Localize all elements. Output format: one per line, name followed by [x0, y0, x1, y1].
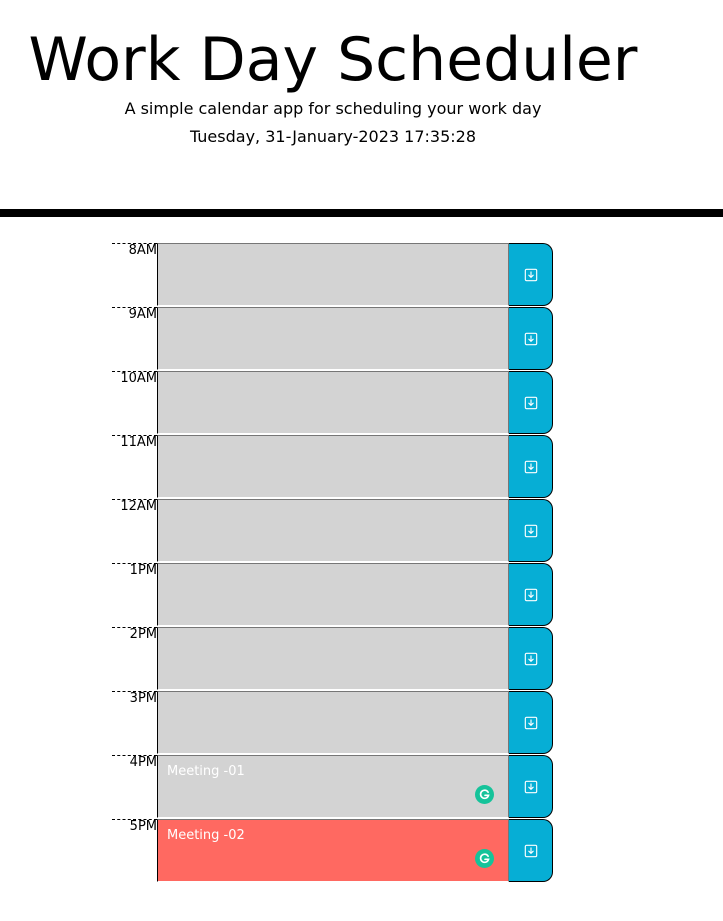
hour-label: 5PM: [112, 819, 157, 883]
event-description-input[interactable]: [157, 435, 509, 498]
hour-label: 9AM: [112, 307, 157, 371]
header: Work Day Scheduler A simple calendar app…: [0, 0, 723, 210]
page-title: Work Day Scheduler: [28, 25, 638, 95]
save-icon: [524, 268, 537, 281]
event-description-input[interactable]: [157, 371, 509, 434]
event-description-input[interactable]: [157, 243, 509, 306]
save-button[interactable]: [509, 243, 553, 306]
hour-label: 10AM: [112, 371, 157, 435]
event-description-input[interactable]: [157, 627, 509, 690]
save-button[interactable]: [509, 819, 553, 882]
time-block: 9AM: [0, 307, 723, 371]
save-icon: [524, 396, 537, 409]
save-icon: [524, 332, 537, 345]
time-block: 8AM: [0, 243, 723, 307]
save-button[interactable]: [509, 691, 553, 754]
header-divider: [0, 209, 723, 217]
save-button[interactable]: [509, 435, 553, 498]
event-description-input[interactable]: [157, 563, 509, 626]
event-description-input[interactable]: Meeting -01: [157, 755, 509, 818]
schedule: 8AM 9AM 10AM 11AM 12AM 1PM 2PM 3PM 4PM Meeting -0…: [0, 243, 723, 883]
hour-label: 1PM: [112, 563, 157, 627]
time-block: 4PM Meeting -01: [0, 755, 723, 819]
time-block: 5PM Meeting -02: [0, 819, 723, 883]
current-day: Tuesday, 31-January-2023 17:35:28: [189, 127, 477, 146]
time-block: 2PM: [0, 627, 723, 691]
save-button[interactable]: [509, 755, 553, 818]
time-block: 3PM: [0, 691, 723, 755]
save-button[interactable]: [509, 563, 553, 626]
save-icon: [524, 524, 537, 537]
page-subtitle: A simple calendar app for scheduling you…: [124, 99, 542, 118]
event-description-input[interactable]: [157, 691, 509, 754]
grammarly-icon[interactable]: [475, 849, 494, 868]
grammarly-icon[interactable]: [475, 785, 494, 804]
time-block: 1PM: [0, 563, 723, 627]
save-icon: [524, 652, 537, 665]
save-icon: [524, 588, 537, 601]
time-block: 12AM: [0, 499, 723, 563]
save-icon: [524, 716, 537, 729]
save-button[interactable]: [509, 499, 553, 562]
hour-label: 3PM: [112, 691, 157, 755]
event-description-input[interactable]: [157, 499, 509, 562]
hour-label: 11AM: [112, 435, 157, 499]
event-description-input[interactable]: [157, 307, 509, 370]
save-button[interactable]: [509, 307, 553, 370]
save-icon: [524, 844, 537, 857]
save-button[interactable]: [509, 371, 553, 434]
time-block: 11AM: [0, 435, 723, 499]
save-button[interactable]: [509, 627, 553, 690]
hour-label: 12AM: [112, 499, 157, 563]
time-block: 10AM: [0, 371, 723, 435]
hour-label: 8AM: [112, 243, 157, 307]
hour-label: 2PM: [112, 627, 157, 691]
save-icon: [524, 780, 537, 793]
hour-label: 4PM: [112, 755, 157, 819]
event-description-input[interactable]: Meeting -02: [157, 819, 509, 882]
save-icon: [524, 460, 537, 473]
